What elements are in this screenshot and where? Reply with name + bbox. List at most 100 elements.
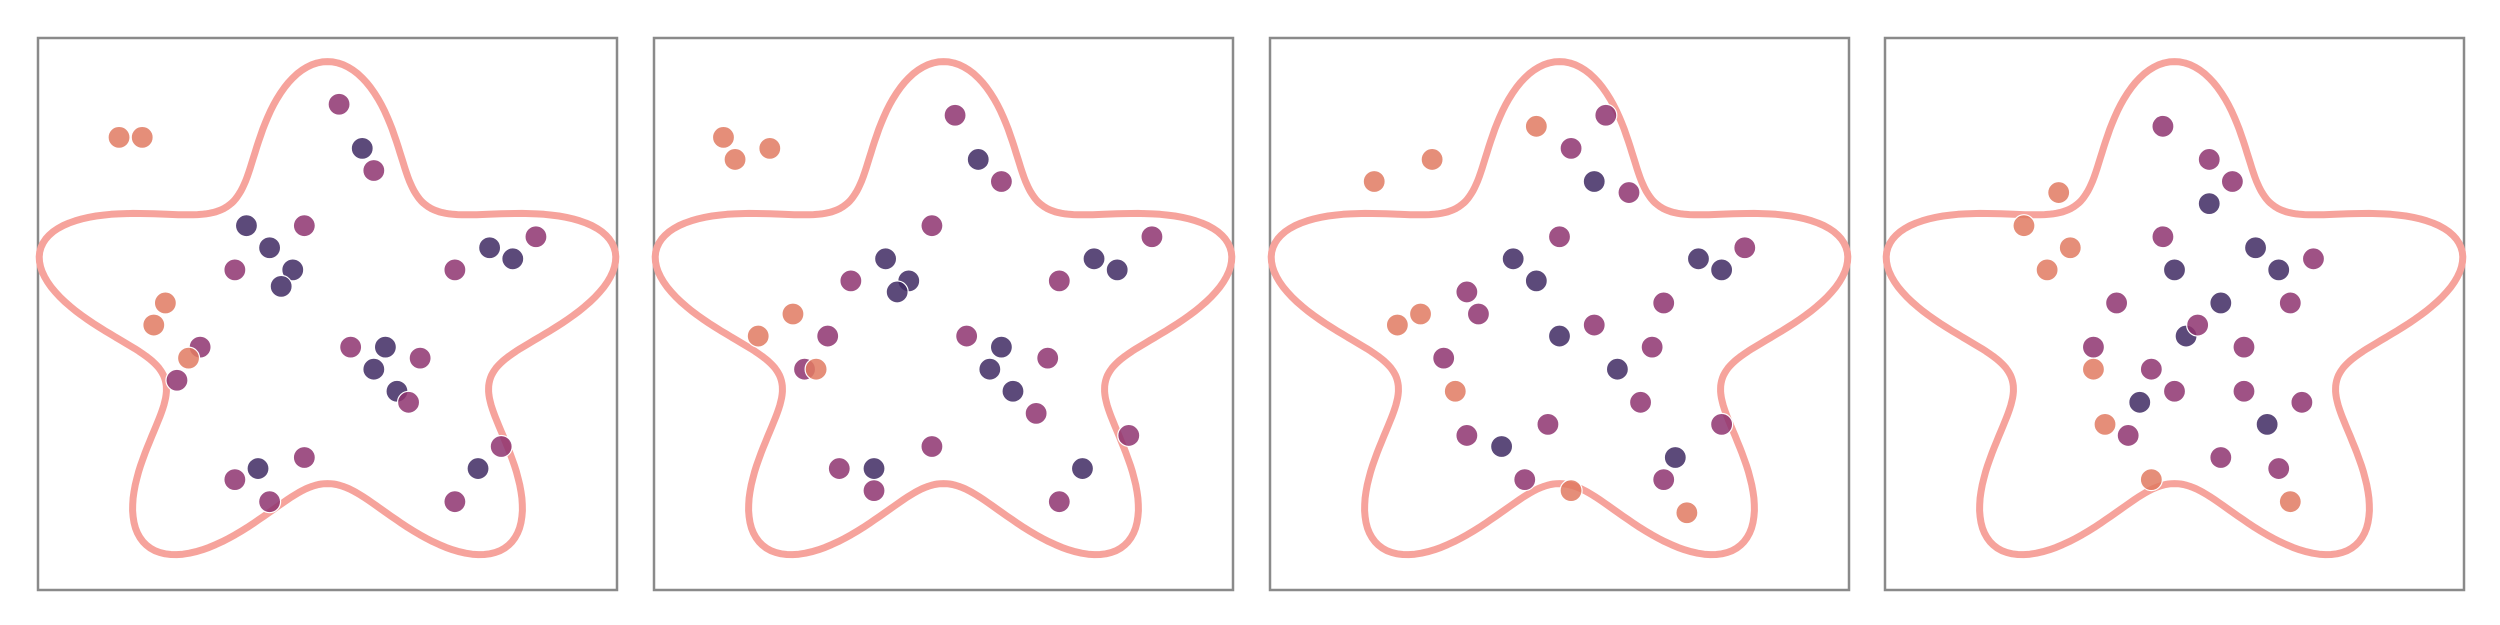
scatter-point (107, 125, 131, 149)
scatter-point (1501, 247, 1525, 271)
scatter-point (1582, 169, 1606, 194)
scatter-point (1466, 302, 1491, 326)
scatter-point (1536, 412, 1560, 436)
scatter-point (396, 390, 421, 414)
scatter-point (443, 258, 467, 282)
scatter-point (2139, 357, 2163, 381)
scatter-point (1710, 412, 1734, 436)
scatter-point (1663, 445, 1687, 470)
scatter-point (1455, 423, 1479, 448)
scatter-point (920, 214, 944, 238)
scatter-point (1036, 346, 1060, 370)
scatter-point (955, 324, 979, 348)
scatter-point (2093, 412, 2117, 436)
scatter-point (292, 445, 316, 470)
scatter-point (1362, 169, 1386, 194)
scatter-point (408, 346, 432, 370)
scatter-point (2243, 236, 2268, 260)
scatter-point (1385, 313, 1409, 337)
scatter-point (839, 269, 863, 293)
scatter-point (1024, 401, 1048, 425)
scatter-point (2012, 214, 2036, 238)
scatter-point (2267, 456, 2291, 481)
scatter-point (1443, 379, 1467, 403)
scatter-point (1047, 490, 1071, 514)
scatter-point (1524, 269, 1548, 293)
scatter-point (443, 490, 467, 514)
scatter-point (758, 136, 782, 160)
scatter-point (373, 335, 397, 359)
scatter-point (2081, 335, 2106, 359)
panel (651, 36, 1236, 592)
scatter-point (1455, 280, 1479, 304)
scatter-point (269, 274, 293, 298)
scatter-point (2186, 313, 2210, 337)
star-outline (35, 58, 620, 559)
scatter-point (2232, 335, 2256, 359)
scatter-point (258, 490, 282, 514)
scatter-point (1559, 136, 1583, 160)
panel-frame (652, 36, 1235, 592)
scatter-point (2151, 114, 2175, 138)
scatter-point (966, 147, 990, 172)
scatter-point (292, 214, 316, 238)
scatter-point (466, 456, 490, 481)
scatter-point (1070, 456, 1095, 481)
scatter-point (1594, 103, 1618, 127)
scatter-point (2162, 258, 2187, 282)
scatter-point (1559, 479, 1583, 503)
scatter-point (223, 258, 247, 282)
scatter-point (781, 302, 805, 326)
scatter-point (746, 324, 770, 348)
scatter-point (989, 335, 1014, 359)
scatter-point (2139, 468, 2163, 492)
scatter-point (2232, 379, 2256, 403)
scatter-point (327, 92, 351, 116)
scatter-point (1652, 468, 1676, 492)
scatter-point (1001, 379, 1025, 403)
scatter-point (223, 468, 247, 492)
scatter-point (2197, 147, 2221, 172)
scatter-point (1547, 225, 1572, 249)
scatter-point (2278, 291, 2302, 315)
scatter-point (2301, 247, 2326, 271)
scatter-point (2151, 225, 2175, 249)
scatter-point (2105, 291, 2129, 315)
scatter-point (1675, 501, 1699, 525)
panel (35, 36, 620, 592)
scatter-point (2255, 412, 2279, 436)
scatter-point (350, 136, 374, 160)
scatter-point (1513, 468, 1537, 492)
scatter-point (1432, 346, 1456, 370)
scatter-point (827, 456, 851, 481)
scatter-point (885, 280, 909, 304)
scatter-point (1733, 236, 1757, 260)
scatter-point (2197, 192, 2221, 216)
scatter-point (1582, 313, 1606, 337)
scatter-point (1489, 434, 1514, 459)
scatter-point (2209, 291, 2233, 315)
scatter-point (339, 335, 363, 359)
star-outline (1882, 58, 2467, 559)
scatter-point (1710, 258, 1734, 282)
panel-frame (1268, 36, 1851, 592)
scatter-point (1652, 291, 1676, 315)
scatter-point (2209, 445, 2233, 470)
scatter-point (2128, 390, 2152, 414)
scatter-point (130, 125, 154, 149)
scatter-point (1047, 269, 1071, 293)
scatter-point (723, 147, 747, 172)
scatter-point (862, 479, 886, 503)
scatter-point (2220, 169, 2244, 194)
scatter-point (1686, 247, 1711, 271)
scatter-point (165, 368, 189, 392)
scatter-point (176, 346, 201, 370)
scatter-point (989, 169, 1014, 194)
panel (1267, 36, 1852, 592)
panel-frame (36, 36, 619, 592)
scatter-point (1524, 114, 1548, 138)
scatter-point (489, 434, 513, 459)
scatter-point (2047, 180, 2071, 205)
scatter-point (362, 357, 386, 381)
